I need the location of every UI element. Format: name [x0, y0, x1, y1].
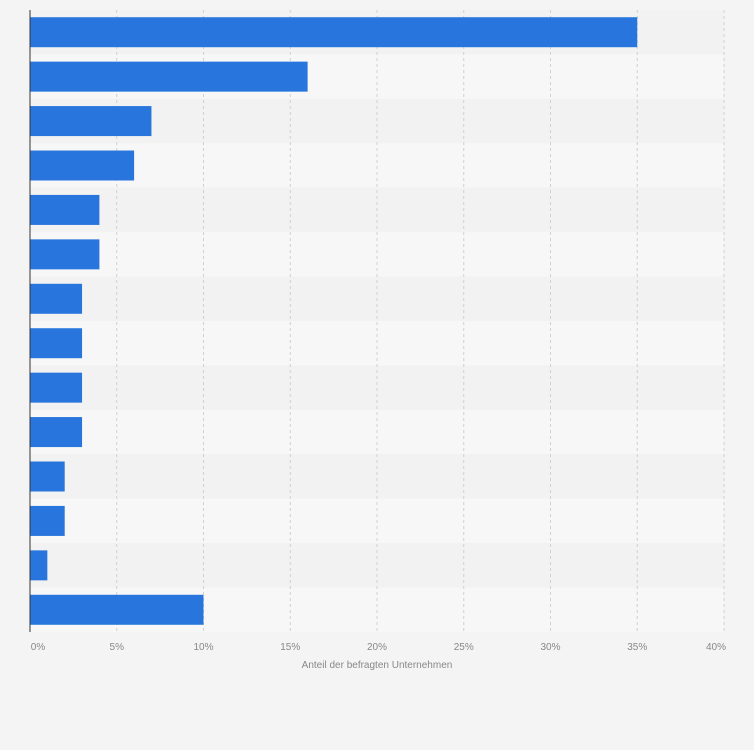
bar	[30, 194, 100, 225]
bar	[30, 283, 83, 314]
bars	[30, 17, 638, 625]
bar	[30, 550, 48, 581]
x-tick-labels: 0% 5% 10% 15% 20% 25% 30% 35% 40%	[31, 642, 726, 653]
bar	[30, 239, 100, 270]
x-tick-label: 20%	[367, 642, 387, 653]
bar	[30, 461, 65, 492]
x-tick-label: 5%	[110, 642, 125, 653]
x-tick-label: 40%	[706, 642, 726, 653]
x-axis-title: Anteil der befragten Unternehmen	[302, 660, 453, 671]
bar	[30, 594, 204, 625]
x-tick-label: 25%	[454, 642, 474, 653]
bar	[30, 328, 83, 359]
x-tick-label: 30%	[540, 642, 560, 653]
bar	[30, 61, 308, 92]
bar	[30, 372, 83, 403]
bar	[30, 417, 83, 448]
x-tick-label: 15%	[280, 642, 300, 653]
bar	[30, 17, 638, 48]
bar	[30, 505, 65, 536]
bar	[30, 150, 135, 181]
x-tick-label: 0%	[31, 642, 46, 653]
bar	[30, 106, 152, 137]
x-tick-label: 10%	[193, 642, 213, 653]
x-tick-label: 35%	[627, 642, 647, 653]
